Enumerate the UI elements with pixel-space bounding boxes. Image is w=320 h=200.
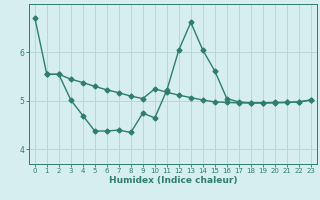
X-axis label: Humidex (Indice chaleur): Humidex (Indice chaleur)	[108, 176, 237, 185]
